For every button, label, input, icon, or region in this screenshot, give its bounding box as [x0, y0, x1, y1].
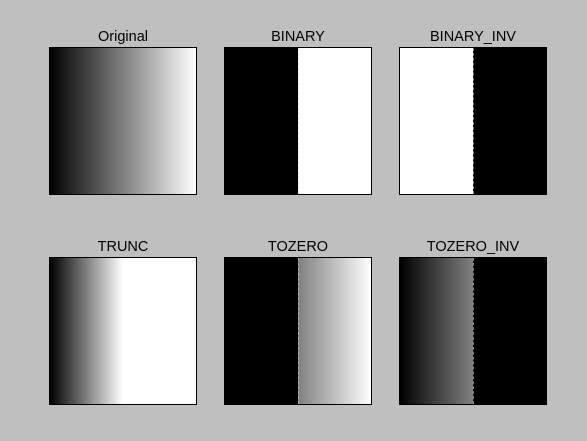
threshold-edge: [473, 258, 474, 404]
image-original: [49, 47, 197, 195]
image-tozero-inv: [399, 257, 547, 405]
panel-title-tozero-inv: TOZERO_INV: [426, 239, 520, 255]
threshold-edge: [473, 48, 474, 194]
panel-title-original: Original: [98, 29, 148, 45]
threshold-edge: [298, 258, 299, 404]
panel-title-tozero: TOZERO: [267, 239, 329, 255]
image-tozero: [224, 257, 372, 405]
panel-title-trunc: TRUNC: [97, 239, 149, 255]
panel-title-binary-inv: BINARY_INV: [430, 29, 516, 45]
image-trunc: [49, 257, 197, 405]
image-binary-inv: [399, 47, 547, 195]
image-binary: [224, 47, 372, 195]
panel-title-binary: BINARY: [271, 29, 325, 45]
threshold-edge: [298, 48, 299, 194]
